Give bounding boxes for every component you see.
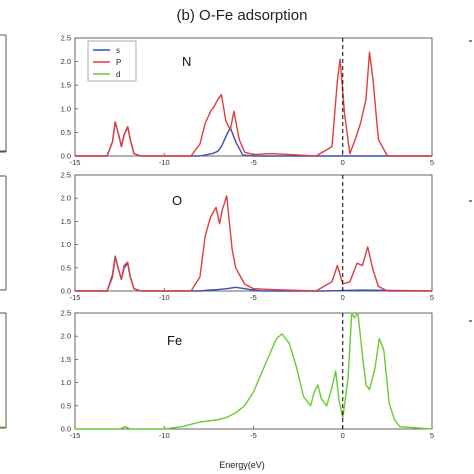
panel-label: O <box>172 193 182 208</box>
x-tick-label: -5 <box>250 431 257 440</box>
x-axis-label: Energy(eV) <box>219 460 265 470</box>
series-line-d <box>75 312 433 430</box>
x-tick-label: -15 <box>70 431 81 440</box>
panel-label: N <box>182 54 191 69</box>
y-tick-label: 0.5 <box>61 263 71 272</box>
x-tick-label: 5 <box>430 431 434 440</box>
y-tick-label: 0.5 <box>61 128 71 137</box>
x-tick-label: -10 <box>159 293 170 302</box>
y-tick-label: 2.5 <box>61 171 71 180</box>
right-cropped-panels <box>469 40 472 322</box>
x-tick-label: 0 <box>341 431 345 440</box>
y-tick-label: 0.0 <box>61 425 71 434</box>
panel-o: 0.0 0.5 1.0 1.5 2.0 2.5 -15 -10 -5 0 5 O <box>61 171 435 303</box>
panel-n: 0.0 0.5 1.0 1.5 2.0 2.5 -15 -10 -5 0 5 N <box>61 34 435 168</box>
legend: sPd <box>87 40 137 82</box>
x-tick-label: 0 <box>341 293 345 302</box>
x-tick-label: -15 <box>70 158 81 167</box>
legend-label-p: P <box>116 58 121 67</box>
left-cropped-panels <box>0 34 7 429</box>
plot-frame <box>74 312 433 430</box>
panel-fe: 0.0 0.5 1.0 1.5 2.0 2.5 -15 -10 -5 0 5 Fe <box>61 309 435 441</box>
y-tick-label: 0.5 <box>61 401 71 410</box>
y-tick-label: 1.5 <box>61 355 71 364</box>
y-tick-label: 1.5 <box>61 217 71 226</box>
x-tick-label: -15 <box>70 293 81 302</box>
y-tick-label: 1.0 <box>61 104 71 113</box>
series-line-p <box>75 51 432 157</box>
legend-label-s: s <box>116 46 120 55</box>
legend-box <box>87 40 137 82</box>
y-tick-label: 2.0 <box>61 332 71 341</box>
x-tick-label: -10 <box>159 431 170 440</box>
x-tick-label: 5 <box>430 293 434 302</box>
y-tick-label: 1.0 <box>61 240 71 249</box>
panel-label: Fe <box>167 333 182 348</box>
x-tick-label: -5 <box>250 293 257 302</box>
y-tick-label: 1.0 <box>61 378 71 387</box>
y-tick-label: 2.5 <box>61 309 71 318</box>
x-tick-label: -10 <box>159 158 170 167</box>
y-tick-label: 0.0 <box>61 287 71 296</box>
x-tick-label: 0 <box>341 158 345 167</box>
legend-label-d: d <box>116 70 120 79</box>
plot-frame <box>74 174 433 292</box>
y-tick-label: 2.0 <box>61 194 71 203</box>
series-line-p <box>75 195 432 292</box>
x-tick-label: 5 <box>430 158 434 167</box>
panels-group: 0.0 0.5 1.0 1.5 2.0 2.5 -15 -10 -5 0 5 N 0.0 0.5 1.0 1.… <box>61 34 435 441</box>
x-tick-label: -5 <box>250 158 257 167</box>
y-tick-label: 1.5 <box>61 81 71 90</box>
y-tick-label: 2.5 <box>61 34 71 43</box>
y-tick-label: 0.0 <box>61 152 71 161</box>
y-tick-label: 2.0 <box>61 57 71 66</box>
figure-title: (b) O-Fe adsorption <box>177 7 308 24</box>
